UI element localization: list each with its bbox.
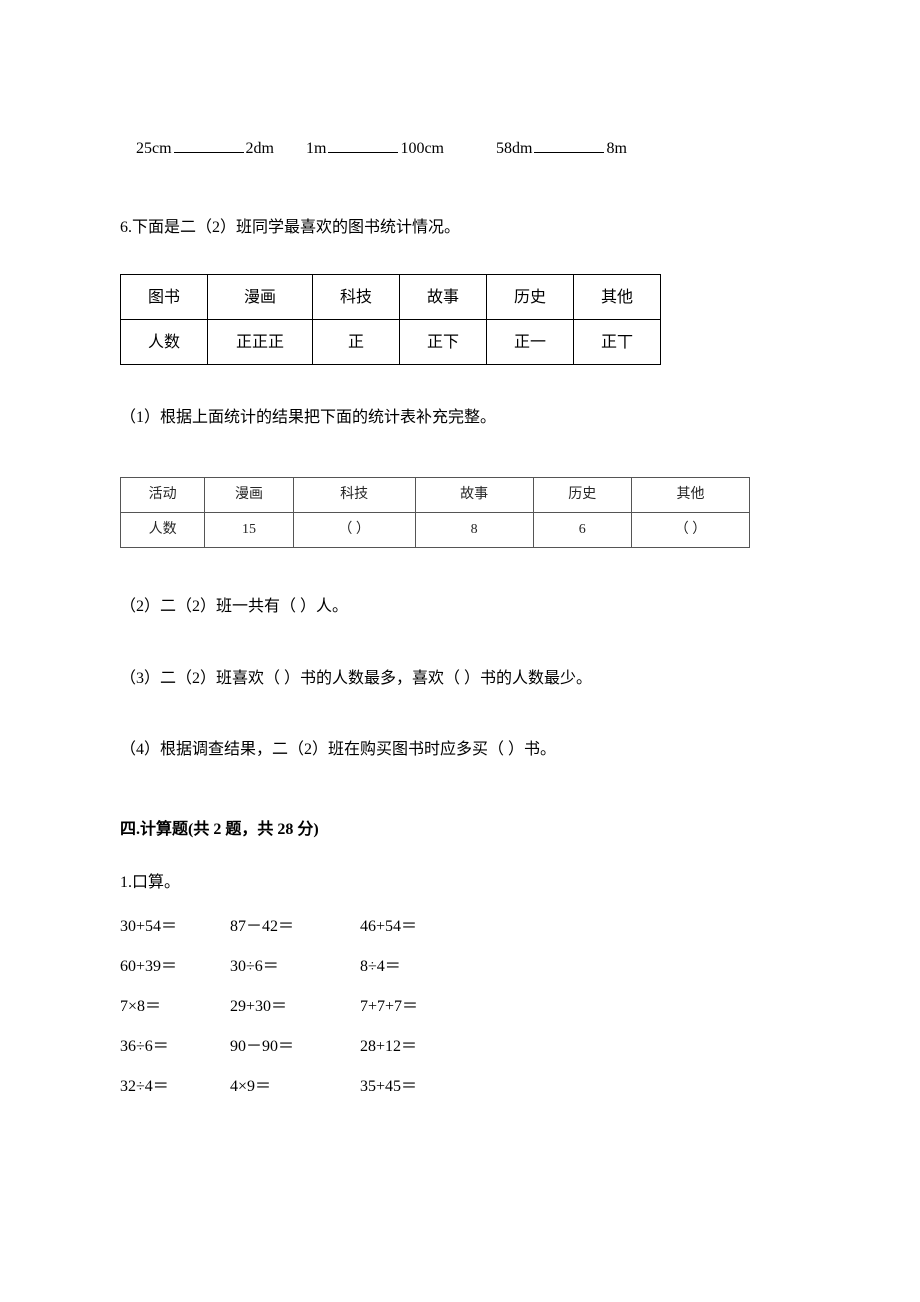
- table-header-cell: 科技: [313, 275, 400, 320]
- cmp-c-left: 58dm: [496, 140, 532, 157]
- tally-cell: 正丅: [574, 320, 661, 365]
- calc-item: 87－42＝: [230, 914, 294, 940]
- cmp-a-right: 2dm: [246, 140, 274, 157]
- cmp-c-blank: [534, 136, 604, 153]
- calc-row: 32÷4＝4×9＝35+45＝: [120, 1074, 800, 1096]
- cmp-a-blank: [174, 136, 244, 153]
- value-cell: 6: [533, 512, 631, 547]
- tally-cell: 正下: [400, 320, 487, 365]
- section4-q1-label: 1.口算。: [120, 870, 800, 896]
- table-header-cell: 故事: [400, 275, 487, 320]
- q6-intro: 6.下面是二（2）班同学最喜欢的图书统计情况。: [120, 215, 800, 241]
- table-header-cell: 其他: [574, 275, 661, 320]
- value-cell: （ ）: [293, 512, 415, 547]
- cmp-a-left: 25cm: [136, 140, 172, 157]
- value-cell: 8: [415, 512, 533, 547]
- tally-cell: 正正正: [208, 320, 313, 365]
- q5-compare-line: 25cm 2dm 1m 100cm 58dm 8m: [120, 110, 800, 187]
- calc-item: 4×9＝: [230, 1074, 271, 1100]
- value-cell: 15: [205, 512, 293, 547]
- calc-item: 90－90＝: [230, 1034, 294, 1060]
- calc-item: 46+54＝: [360, 914, 417, 940]
- calc-item: 35+45＝: [360, 1074, 417, 1100]
- value-cell: （ ）: [631, 512, 749, 547]
- tally-cell: 正一: [487, 320, 574, 365]
- calc-rows: 30+54＝87－42＝46+54＝60+39＝30÷6＝8÷4＝7×8＝29+…: [120, 914, 800, 1096]
- table-row: 人数正正正正正下正一正丅: [121, 320, 661, 365]
- table-header-cell: 活动: [121, 477, 205, 512]
- q6-sub3: （3）二（2）班喜欢（ ）书的人数最多，喜欢（ ）书的人数最少。: [120, 666, 800, 692]
- cmp-c-right: 8m: [606, 140, 626, 157]
- page: 25cm 2dm 1m 100cm 58dm 8m 6.下面是二（2）班同学最喜欢的图…: [0, 0, 920, 1302]
- table-row: 活动漫画科技故事历史其他: [121, 477, 750, 512]
- q6-sub2: （2）二（2）班一共有（ ）人。: [120, 594, 800, 620]
- calc-row: 60+39＝30÷6＝8÷4＝: [120, 954, 800, 976]
- calc-item: 60+39＝: [120, 954, 177, 980]
- calc-item: 8÷4＝: [360, 954, 401, 980]
- table-row: 图书漫画科技故事历史其他: [121, 275, 661, 320]
- table-header-cell: 历史: [533, 477, 631, 512]
- calc-item: 30÷6＝: [230, 954, 279, 980]
- table-row-label: 人数: [121, 512, 205, 547]
- calc-row: 7×8＝29+30＝7+7+7＝: [120, 994, 800, 1016]
- calc-item: 29+30＝: [230, 994, 287, 1020]
- section4-title: 四.计算题(共 2 题，共 28 分): [120, 817, 800, 843]
- calc-item: 28+12＝: [360, 1034, 417, 1060]
- calc-row: 36÷6＝90－90＝28+12＝: [120, 1034, 800, 1056]
- table-header-cell: 漫画: [205, 477, 293, 512]
- calc-item: 7×8＝: [120, 994, 161, 1020]
- calc-row: 30+54＝87－42＝46+54＝: [120, 914, 800, 936]
- q6-fill-table: 活动漫画科技故事历史其他 人数15（ ）86（ ）: [120, 477, 750, 548]
- tally-cell: 正: [313, 320, 400, 365]
- table-row: 人数15（ ）86（ ）: [121, 512, 750, 547]
- table-header-cell: 历史: [487, 275, 574, 320]
- table-header-cell: 故事: [415, 477, 533, 512]
- calc-item: 32÷4＝: [120, 1074, 169, 1100]
- table-header-cell: 漫画: [208, 275, 313, 320]
- cmp-b-left: 1m: [306, 140, 326, 157]
- table-header-cell: 科技: [293, 477, 415, 512]
- cmp-b-blank: [328, 136, 398, 153]
- cmp-b-right: 100cm: [400, 140, 444, 157]
- q6-sub1: （1）根据上面统计的结果把下面的统计表补充完整。: [120, 405, 800, 431]
- table-row-label: 人数: [121, 320, 208, 365]
- table-header-cell: 图书: [121, 275, 208, 320]
- q6-tally-table: 图书漫画科技故事历史其他 人数正正正正正下正一正丅: [120, 274, 661, 365]
- table-header-cell: 其他: [631, 477, 749, 512]
- calc-item: 30+54＝: [120, 914, 177, 940]
- calc-item: 36÷6＝: [120, 1034, 169, 1060]
- q6-sub4: （4）根据调查结果，二（2）班在购买图书时应多买（ ）书。: [120, 737, 800, 763]
- calc-item: 7+7+7＝: [360, 994, 418, 1020]
